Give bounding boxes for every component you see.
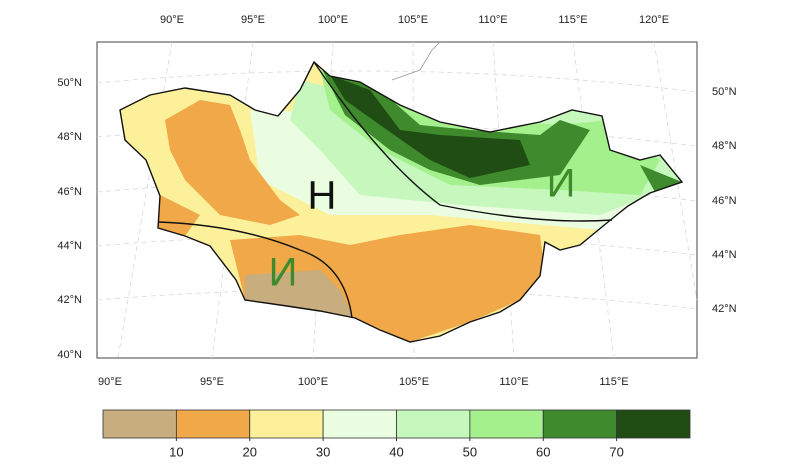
region-label: H	[308, 174, 337, 218]
lat-label: 44°N	[57, 240, 82, 252]
colorbar-box	[322, 409, 397, 439]
lon-label: 90°E	[98, 376, 122, 388]
lon-label: 100°E	[318, 14, 348, 26]
colorbar-box	[542, 409, 618, 439]
colorbar-tick-label: 50	[463, 444, 477, 459]
lat-label: 40°N	[57, 349, 82, 361]
lat-label: 44°N	[712, 249, 737, 261]
lat-label: 50°N	[712, 86, 737, 98]
lon-label: 105°E	[398, 14, 428, 26]
colorbar-box	[102, 409, 177, 439]
data-field	[120, 62, 682, 342]
region-label: И	[547, 162, 576, 206]
lat-label: 46°N	[57, 186, 82, 198]
colorbar-tick-label: 40	[389, 444, 403, 459]
lat-label: 48°N	[57, 131, 82, 143]
lon-label: 95°E	[200, 376, 224, 388]
lon-label: 110°E	[478, 14, 507, 26]
lat-label: 46°N	[712, 195, 737, 207]
lat-label: 50°N	[57, 77, 82, 89]
lon-label: 100°E	[298, 376, 328, 388]
colorbar-box	[396, 409, 471, 439]
colorbar-box	[616, 409, 691, 439]
lat-label: 42°N	[712, 303, 737, 315]
lat-label: 48°N	[712, 140, 737, 152]
lat-label: 42°N	[57, 294, 82, 306]
region-label: И	[269, 251, 298, 295]
colorbar-box	[249, 409, 324, 439]
colorbar-tick-label: 20	[243, 444, 257, 459]
colorbar-box	[175, 409, 251, 439]
colorbar-tick-label: 60	[536, 444, 550, 459]
lon-label: 110°E	[499, 376, 528, 388]
borders	[119, 60, 684, 343]
lon-label: 115°E	[558, 14, 587, 26]
colorbar-tick-label: 10	[169, 444, 183, 459]
map-frame	[96, 41, 698, 359]
colorbar-tick-label: 30	[316, 444, 330, 459]
lon-label: 115°E	[599, 376, 628, 388]
colorbar-tick-label: 70	[609, 444, 623, 459]
colorbar-box	[469, 409, 544, 439]
lon-label: 90°E	[160, 14, 184, 26]
lon-label: 120°E	[639, 14, 669, 26]
lon-label: 95°E	[241, 14, 265, 26]
lon-label: 105°E	[399, 376, 429, 388]
